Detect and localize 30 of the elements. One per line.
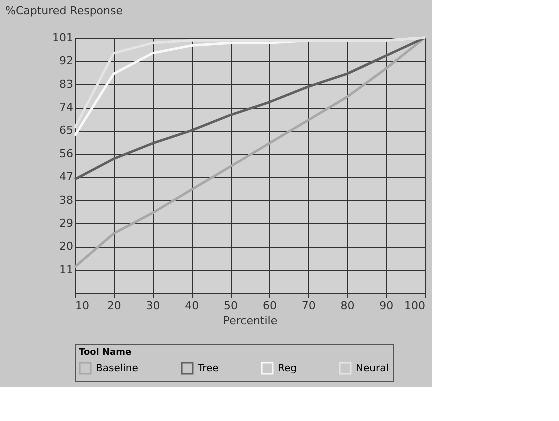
- x-tick-label: 70: [302, 300, 316, 312]
- line-series: [74, 36, 426, 268]
- y-tick-label: 29: [60, 216, 74, 230]
- y-tick-label: 65: [60, 124, 74, 138]
- x-tick-label: 100: [404, 300, 426, 312]
- x-tick-label: 40: [185, 300, 200, 312]
- y-tick-label: 74: [60, 101, 74, 114]
- x-tick-label: 50: [224, 300, 238, 312]
- line-series: [74, 36, 426, 181]
- x-tick-label: 80: [340, 300, 355, 312]
- y-tick-label: 20: [60, 240, 74, 254]
- y-tick-label: 56: [60, 147, 74, 160]
- x-tick-label: 20: [107, 300, 122, 312]
- y-tick-label: 92: [60, 54, 74, 68]
- x-tick-label: 30: [146, 300, 160, 312]
- y-tick-label: 38: [60, 194, 74, 207]
- y-tick-label: 11: [60, 263, 74, 276]
- x-tick-label: 10: [76, 300, 90, 312]
- legend-label: Tree: [197, 364, 219, 375]
- legend-label: Baseline: [96, 364, 138, 375]
- y-tick-label: 101: [52, 32, 74, 44]
- legend-title: Tool Name: [79, 348, 132, 358]
- x-tick-label: 90: [380, 300, 394, 312]
- y-axis-title: %Captured Response: [6, 4, 124, 18]
- y-tick-label: 83: [60, 78, 74, 91]
- y-tick-label: 47: [60, 170, 74, 184]
- legend-label: Reg: [278, 364, 297, 375]
- x-axis-title: Percentile: [223, 314, 278, 328]
- legend-label: Neural: [356, 364, 389, 375]
- x-tick-label: 60: [262, 300, 277, 312]
